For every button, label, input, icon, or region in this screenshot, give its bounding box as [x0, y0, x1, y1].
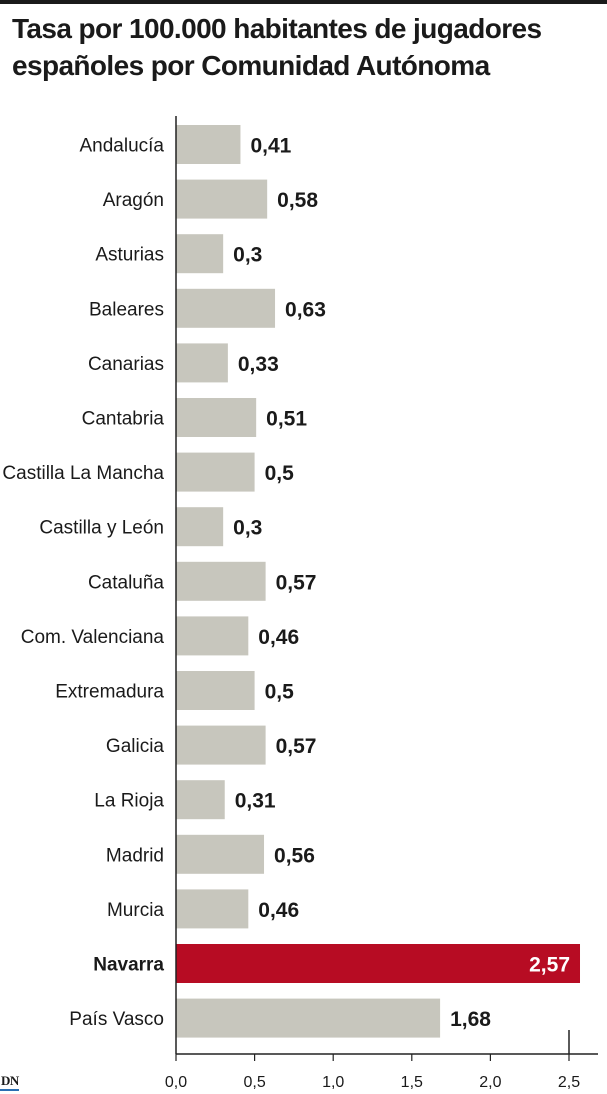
value-label-11: 0,5 — [265, 681, 295, 704]
bar-6 — [176, 398, 257, 437]
bar-15 — [176, 889, 249, 929]
bar-1 — [176, 125, 241, 164]
x-tick-label-2: 0,5 — [243, 1074, 265, 1091]
bar-3 — [176, 234, 224, 274]
category-label-14: Madrid — [106, 845, 164, 866]
category-label-9: Cataluña — [88, 572, 164, 593]
x-tick-label-3: 1,0 — [322, 1074, 344, 1091]
category-label-15: Murcia — [107, 900, 164, 921]
logo-underline — [0, 1089, 19, 1091]
x-tick-label-4: 1,5 — [401, 1074, 423, 1091]
bar-17 — [176, 998, 441, 1038]
category-label-11: Extremadura — [55, 682, 164, 703]
category-label-2: Aragón — [103, 190, 164, 211]
bar-5 — [176, 343, 228, 383]
value-label-7: 0,5 — [265, 462, 295, 485]
value-label-13: 0,31 — [235, 790, 276, 813]
category-label-10: Com. Valenciana — [21, 627, 165, 648]
category-label-12: Galicia — [106, 736, 165, 757]
bar-12 — [176, 725, 266, 765]
value-label-4: 0,63 — [285, 298, 326, 321]
x-tick-label-1: 0,0 — [165, 1074, 187, 1091]
bar-8 — [176, 507, 224, 547]
category-label-6: Cantabria — [82, 409, 165, 430]
value-label-10: 0,46 — [258, 626, 299, 649]
value-label-12: 0,57 — [276, 735, 317, 758]
bar-16 — [176, 944, 581, 983]
category-label-5: Canarias — [88, 354, 164, 375]
category-label-17: País Vasco — [69, 1009, 164, 1030]
value-label-16: 2,57 — [529, 954, 570, 977]
category-label-8: Castilla y León — [39, 518, 164, 539]
bar-4 — [176, 288, 276, 328]
category-label-1: Andalucía — [79, 136, 164, 157]
value-label-3: 0,3 — [233, 244, 262, 267]
bar-13 — [176, 780, 225, 820]
dn-logo: DN — [1, 1073, 19, 1088]
value-label-15: 0,46 — [258, 899, 299, 922]
bar-14 — [176, 834, 265, 874]
value-label-9: 0,57 — [276, 571, 317, 594]
value-label-14: 0,56 — [274, 844, 315, 867]
bar-7 — [176, 452, 255, 492]
value-label-17: 1,68 — [450, 1008, 491, 1031]
bar-10 — [176, 616, 249, 656]
category-label-4: Baleares — [89, 299, 164, 320]
value-label-2: 0,58 — [277, 189, 318, 212]
category-label-13: La Rioja — [94, 791, 164, 812]
value-label-1: 0,41 — [250, 135, 291, 158]
value-label-5: 0,33 — [238, 353, 279, 376]
bar-11 — [176, 671, 255, 710]
value-label-6: 0,51 — [266, 408, 307, 431]
top-rule — [0, 0, 607, 4]
x-tick-label-5: 2,0 — [479, 1074, 501, 1091]
category-label-3: Asturias — [95, 245, 164, 266]
chart-title: Tasa por 100.000 habitantes de jugadores… — [12, 13, 542, 81]
x-tick-label-6: 2,5 — [558, 1074, 580, 1091]
value-label-8: 0,3 — [233, 517, 262, 540]
bar-9 — [176, 561, 266, 601]
category-label-16: Navarra — [93, 955, 164, 976]
bar-2 — [176, 179, 268, 219]
category-label-7: Castilla La Mancha — [2, 463, 164, 484]
